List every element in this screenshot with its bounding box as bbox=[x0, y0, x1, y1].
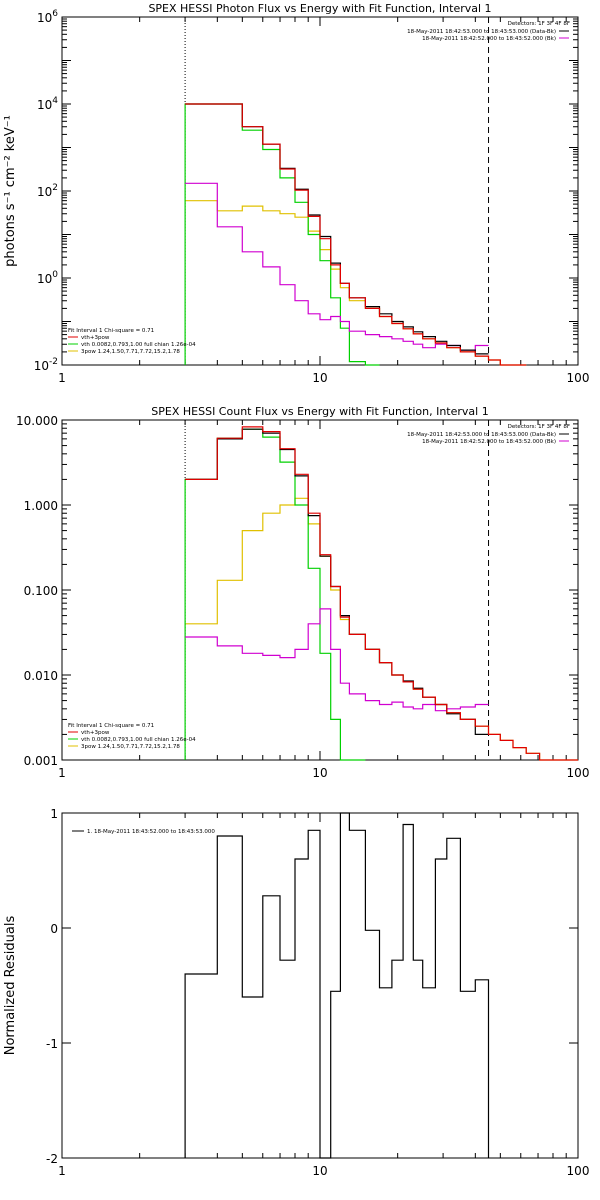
y-tick-label: 10-2 bbox=[34, 357, 58, 373]
y-tick-label: 0 bbox=[50, 922, 58, 936]
legend-detectors: Detectors: 1F 3F 4F 8F bbox=[508, 424, 570, 430]
x-tick-label: 10 bbox=[312, 766, 327, 780]
y-axis-label: photons s⁻¹ cm⁻² keV⁻¹ bbox=[3, 115, 18, 267]
legend-fit-header: Fit Interval 1 Chi-square = 0.71 bbox=[68, 328, 154, 334]
y-tick-label: -1 bbox=[46, 1037, 58, 1051]
y-tick-label: 0.010 bbox=[24, 669, 58, 683]
x-tick-label: 10 bbox=[312, 1164, 327, 1178]
legend-entry-label: 1. 18-May-2011 18:43:52.000 to 18:43:53.… bbox=[87, 829, 215, 835]
y-tick-label: -2 bbox=[46, 1152, 58, 1166]
series-vth-3pow bbox=[185, 426, 578, 761]
series-data-bk bbox=[185, 428, 489, 735]
y-tick-exponent: 0 bbox=[52, 270, 58, 280]
y-tick-label: 10.000 bbox=[16, 414, 58, 428]
chart-panel-1: SPEX HESSI Photon Flux vs Energy with Fi… bbox=[3, 2, 589, 385]
y-tick-label: 1.000 bbox=[24, 499, 58, 513]
series-bk bbox=[185, 182, 489, 351]
chart-title: SPEX HESSI Photon Flux vs Energy with Fi… bbox=[148, 2, 491, 15]
y-tick-base: 10 bbox=[37, 185, 52, 199]
x-tick-label: 1 bbox=[58, 371, 66, 385]
chart-panel-2: SPEX HESSI Count Flux vs Energy with Fit… bbox=[16, 405, 589, 780]
legend-entry-label: 18-May-2011 18:42:53.000 to 18:43:53.000… bbox=[407, 432, 556, 438]
y-tick-base: 10 bbox=[37, 11, 52, 25]
y-tick-exponent: 6 bbox=[52, 9, 58, 19]
x-tick-label: 100 bbox=[567, 766, 590, 780]
series-3pow bbox=[185, 497, 578, 761]
y-tick-base: 10 bbox=[37, 272, 52, 286]
legend-entry-label: 18-May-2011 18:42:52.000 to 18:43:52.000… bbox=[422, 36, 556, 42]
plot-frame bbox=[61, 16, 579, 366]
y-tick-label: 1 bbox=[50, 807, 58, 821]
legend-entry-label: 3pow 1.24,1.50,7.71,7.72,15.2,1.78 bbox=[81, 349, 180, 355]
x-tick-label: 100 bbox=[567, 371, 590, 385]
x-tick-label: 100 bbox=[567, 1164, 590, 1178]
y-tick-label: 0.001 bbox=[24, 754, 58, 768]
chart-title: SPEX HESSI Count Flux vs Energy with Fit… bbox=[151, 405, 488, 418]
y-axis-label: Normalized Residuals bbox=[3, 916, 18, 1056]
legend-entry-label: 18-May-2011 18:42:53.000 to 18:43:53.000… bbox=[407, 29, 556, 35]
y-tick-exponent: -2 bbox=[49, 357, 58, 367]
legend-detectors: Detectors: 1F 3F 4F 8F bbox=[508, 21, 570, 27]
x-tick-label: 1 bbox=[58, 766, 66, 780]
x-tick-label: 10 bbox=[312, 371, 327, 385]
legend-entry-label: 18-May-2011 18:42:52.000 to 18:43:52.000… bbox=[422, 439, 556, 445]
series-residuals bbox=[184, 812, 490, 1159]
series-bk bbox=[185, 608, 489, 712]
y-tick-label: 102 bbox=[37, 183, 58, 199]
legend-entry-label: 3pow 1.24,1.50,7.71,7.72,15.2,1.78 bbox=[81, 744, 180, 750]
y-tick-base: 10 bbox=[34, 359, 49, 373]
legend-entry-label: vth 0.0082,0.793,1.00 full chian 1.26e-0… bbox=[81, 737, 196, 743]
y-tick-exponent: 2 bbox=[52, 183, 58, 193]
y-tick-label: 100 bbox=[37, 270, 58, 286]
legend-entry-label: vth+3pow bbox=[81, 335, 110, 341]
legend-entry-label: vth 0.0082,0.793,1.00 full chian 1.26e-0… bbox=[81, 342, 196, 348]
legend-fit-header: Fit Interval 1 Chi-square = 0.71 bbox=[68, 723, 154, 729]
series-vth-3pow bbox=[185, 103, 527, 366]
x-tick-label: 1 bbox=[58, 1164, 66, 1178]
y-tick-label: 0.100 bbox=[24, 584, 58, 598]
y-tick-label: 106 bbox=[37, 9, 58, 25]
series-vth bbox=[184, 103, 380, 366]
y-tick-exponent: 4 bbox=[52, 96, 58, 106]
y-tick-label: 104 bbox=[37, 96, 58, 112]
series-3pow bbox=[185, 200, 527, 366]
legend-entry-label: vth+3pow bbox=[81, 730, 110, 736]
y-tick-base: 10 bbox=[37, 98, 52, 112]
